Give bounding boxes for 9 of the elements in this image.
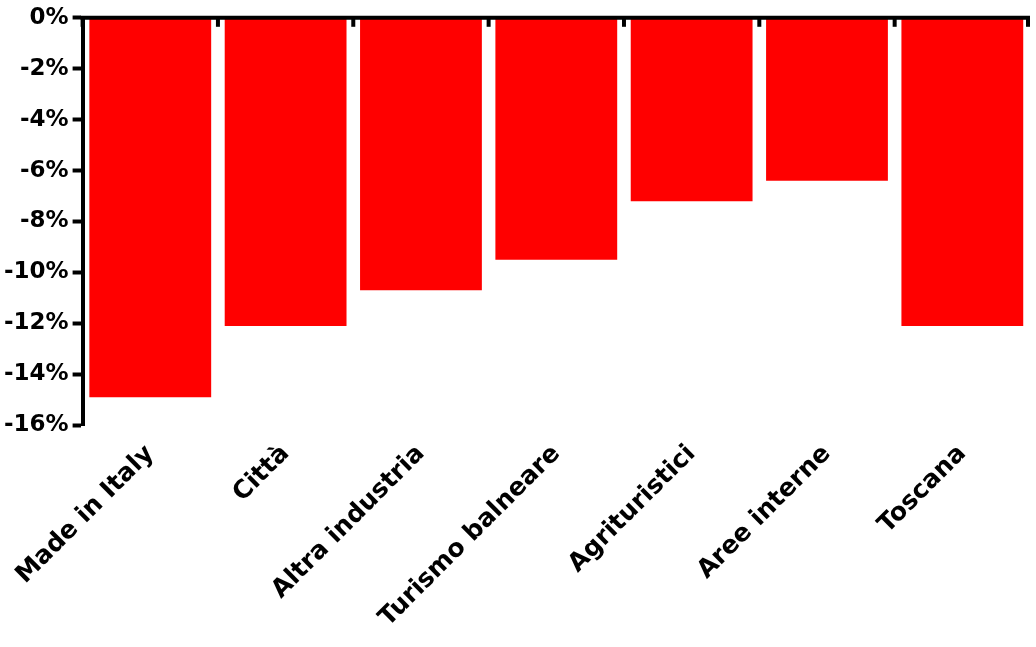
y-tick-label: -12% [3,308,69,335]
y-tick-label: -14% [3,359,69,386]
y-tick-label: -10% [3,257,69,284]
y-tick-label: -6% [19,155,69,182]
y-tick-label: -4% [19,104,69,131]
y-tick-label: -8% [19,206,69,233]
y-tick-label: -16% [3,410,69,437]
y-tick-label: -2% [19,53,69,80]
y-tick-label: 0% [29,2,69,29]
